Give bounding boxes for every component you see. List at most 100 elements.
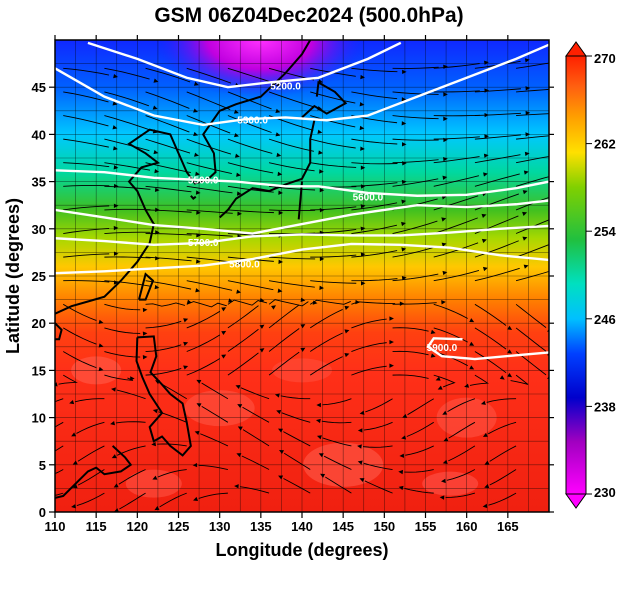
streamline-arrow — [359, 125, 365, 131]
streamline-arrow — [441, 478, 446, 484]
streamline-arrow — [484, 134, 489, 139]
streamline — [186, 310, 221, 329]
warm-patch — [422, 471, 479, 496]
streamline — [515, 303, 547, 329]
streamline-arrow — [300, 297, 306, 302]
colorbar-tick-label: 246 — [594, 312, 616, 327]
streamline-arrow — [389, 363, 394, 368]
streamline — [351, 182, 398, 187]
streamline — [268, 138, 315, 152]
streamline-arrow — [430, 353, 436, 358]
streamline-arrow — [152, 129, 158, 134]
streamline-arrow — [319, 208, 325, 213]
streamline — [63, 184, 110, 187]
streamline — [116, 389, 146, 400]
streamline — [63, 280, 110, 283]
streamline-arrow — [279, 449, 285, 455]
streamline — [325, 476, 352, 494]
streamline — [201, 405, 229, 423]
streamline-arrow — [401, 121, 407, 126]
streamline — [227, 328, 259, 352]
streamline — [104, 374, 134, 381]
streamline — [227, 305, 259, 329]
streamline — [433, 270, 480, 282]
streamline-arrow — [484, 60, 489, 65]
streamline — [241, 455, 270, 470]
streamline — [322, 398, 352, 406]
streamline-arrow — [233, 109, 239, 114]
streamline — [310, 254, 357, 258]
streamline — [433, 156, 480, 164]
streamline — [240, 387, 270, 400]
streamline-arrow — [430, 329, 436, 334]
coastline-segment — [55, 40, 312, 315]
plot-area: 5200.0 5300.0 5500.0 5600.0 5700.0 5800.0 5900… — [28, 40, 549, 512]
streamline-arrow — [441, 242, 447, 247]
colorbar-tick-label: 254 — [594, 224, 616, 239]
streamline — [268, 328, 300, 352]
streamline — [407, 398, 434, 416]
streamline — [227, 162, 274, 174]
streamline-arrow — [484, 460, 490, 465]
streamline — [186, 301, 227, 308]
streamline — [516, 135, 549, 140]
streamline — [157, 443, 187, 447]
streamline — [186, 162, 232, 175]
streamline — [281, 412, 311, 423]
streamline-arrow — [192, 462, 198, 468]
streamline-arrow — [194, 152, 199, 157]
coastline-segment — [190, 195, 197, 200]
streamline — [145, 91, 190, 109]
streamline-arrow — [72, 460, 78, 465]
streamline-arrow — [278, 190, 283, 195]
streamline-arrow — [507, 325, 513, 331]
streamline-arrow — [499, 375, 505, 380]
streamline-arrow — [401, 97, 407, 102]
streamline-arrow — [110, 420, 116, 426]
streamline-arrow — [28, 496, 33, 500]
streamline — [145, 320, 182, 329]
streamline — [392, 91, 439, 95]
streamline — [310, 228, 357, 234]
streamline-arrow — [113, 483, 119, 488]
x-tick-label: 120 — [126, 519, 148, 534]
streamline-arrow — [389, 316, 394, 321]
coastline-segment — [135, 335, 192, 457]
colorbar: 230 238 246 254 262 270 — [565, 41, 616, 509]
streamline — [474, 327, 507, 350]
streamline — [227, 185, 274, 193]
streamline-arrow — [142, 307, 148, 313]
streamline-arrow — [300, 347, 306, 352]
streamline — [55, 469, 64, 475]
streamline-arrow — [98, 343, 104, 348]
streamline — [63, 91, 109, 103]
streamline — [268, 299, 309, 307]
streamline — [392, 159, 439, 164]
streamline-arrow — [401, 199, 407, 204]
streamline — [186, 209, 233, 214]
streamline-arrow — [319, 169, 324, 174]
streamline-arrow — [193, 108, 199, 113]
contour-label: 5900.0 — [427, 343, 458, 354]
streamline-arrow — [151, 441, 157, 447]
streamline — [310, 206, 357, 211]
streamline-arrow — [69, 400, 75, 405]
streamline — [309, 309, 343, 329]
streamline — [268, 351, 300, 376]
streamline-arrow — [318, 150, 323, 155]
streamline-arrow — [481, 238, 487, 243]
streamline — [104, 67, 150, 80]
streamline-arrow — [300, 324, 306, 329]
streamline-arrow — [271, 305, 277, 310]
streamline — [186, 358, 221, 376]
x-tick-label: 155 — [415, 519, 437, 534]
streamline — [448, 445, 476, 462]
contour-line — [55, 199, 549, 235]
contour-line — [55, 169, 549, 197]
streamline-arrow — [441, 300, 446, 305]
streamline-arrow — [71, 432, 77, 437]
streamline-arrow — [401, 275, 407, 281]
streamline — [76, 492, 105, 506]
streamline-arrow — [221, 330, 227, 336]
streamline-arrow — [437, 385, 443, 390]
